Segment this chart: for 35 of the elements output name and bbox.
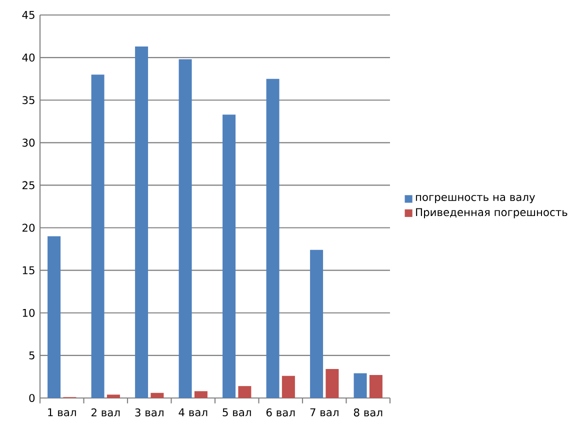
- bar: [106, 394, 120, 398]
- y-tick-label: 40: [22, 54, 35, 62]
- x-tick-label: 5 вал: [222, 408, 251, 416]
- x-tick-label: 2 вал: [91, 408, 120, 416]
- legend-label: погрешность на валу: [416, 194, 536, 204]
- y-tick-label: 35: [22, 96, 34, 104]
- bar: [194, 391, 208, 398]
- y-tick-label: 10: [22, 308, 35, 317]
- bar: [282, 376, 295, 398]
- y-tick-label: 5: [29, 351, 34, 360]
- x-tick-label: 1 вал: [48, 408, 76, 416]
- y-tick-label: 20: [22, 224, 35, 232]
- y-tick-label: 45: [22, 11, 34, 19]
- bar: [91, 74, 104, 398]
- x-tick-label: 7 вал: [310, 408, 338, 416]
- bar: [266, 78, 280, 398]
- bar: [326, 369, 339, 398]
- x-tick-label: 6 вал: [266, 408, 295, 416]
- legend-label: Приведенная погрешность: [416, 208, 568, 218]
- bar: [150, 392, 164, 398]
- bar: [135, 46, 148, 398]
- bar: [48, 236, 61, 398]
- x-tick-label: 3 вал: [135, 408, 164, 416]
- bar: [238, 386, 252, 398]
- bar: [178, 59, 192, 398]
- bar: [222, 114, 236, 398]
- bar: [310, 250, 324, 398]
- x-tick-label: 8 вал: [354, 408, 382, 416]
- y-tick-label: 0: [29, 394, 35, 402]
- y-tick-label: 25: [22, 181, 34, 190]
- x-tick-label: 4 вал: [178, 408, 208, 416]
- y-tick-label: 15: [22, 266, 34, 274]
- bar: [354, 373, 367, 398]
- bar: [369, 375, 382, 398]
- y-tick-label: 30: [22, 138, 35, 147]
